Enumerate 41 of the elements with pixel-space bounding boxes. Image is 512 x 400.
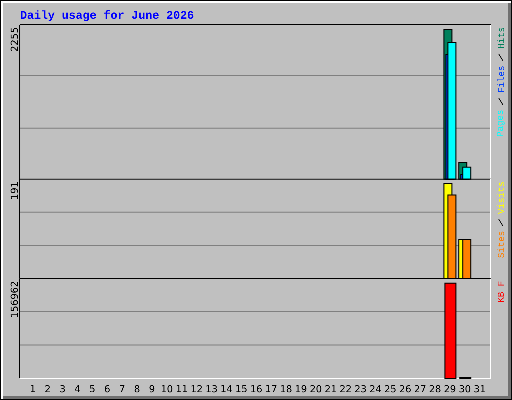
legend-label: Pages bbox=[497, 110, 505, 136]
chart-title: Daily usage for June 2026 bbox=[21, 10, 194, 22]
x-tick-label: 27 bbox=[414, 385, 426, 393]
x-tick-label: 10 bbox=[162, 385, 173, 393]
x-tick-label: 6 bbox=[105, 385, 110, 393]
x-tick-label: 8 bbox=[134, 385, 140, 393]
text: 2255 bbox=[10, 28, 18, 52]
x-tick-label: 14 bbox=[222, 385, 232, 392]
text: Hits bbox=[498, 28, 504, 48]
x-tick-label: 20 bbox=[310, 385, 322, 393]
x-tick-label: 1 bbox=[31, 385, 36, 392]
x-tick-label: 12 bbox=[192, 385, 202, 393]
x-tick-label: 26 bbox=[400, 385, 411, 393]
x-tick-label: 11 bbox=[176, 385, 188, 392]
x-tick-label: 28 bbox=[430, 385, 441, 393]
x-tick-label: 17 bbox=[266, 385, 277, 392]
x-tick-label: 30 bbox=[460, 385, 471, 393]
x-tick-label: 29 bbox=[444, 385, 456, 393]
x-tick-label: 7 bbox=[120, 385, 125, 392]
x-tick-label: 23 bbox=[355, 385, 366, 393]
x-tick-label: 2 bbox=[46, 385, 50, 393]
text: KB F bbox=[498, 282, 504, 302]
x-tick-label: 15 bbox=[236, 385, 247, 393]
x-tick-label: 13 bbox=[206, 385, 218, 393]
x-tick-label: 31 bbox=[474, 385, 486, 393]
x-tick-label: 21 bbox=[326, 385, 336, 393]
x-tick-label: 25 bbox=[385, 385, 396, 393]
x-tick-label: 9 bbox=[150, 385, 155, 393]
text: 191 bbox=[10, 182, 18, 200]
legend-label: Sites bbox=[498, 232, 504, 258]
x-tick-label: 24 bbox=[370, 385, 382, 393]
x-tick-label: 4 bbox=[75, 385, 80, 392]
x-tick-label: 5 bbox=[90, 385, 95, 393]
x-tick-label: 16 bbox=[251, 385, 262, 393]
x-tick-label: 22 bbox=[340, 385, 352, 393]
text: 156962 bbox=[10, 282, 18, 318]
text: Visits bbox=[498, 182, 504, 214]
x-tick-label: 19 bbox=[296, 385, 307, 393]
x-tick-label: 3 bbox=[60, 385, 66, 393]
legend-label: Files bbox=[498, 66, 504, 92]
x-tick-label: 18 bbox=[281, 385, 292, 393]
